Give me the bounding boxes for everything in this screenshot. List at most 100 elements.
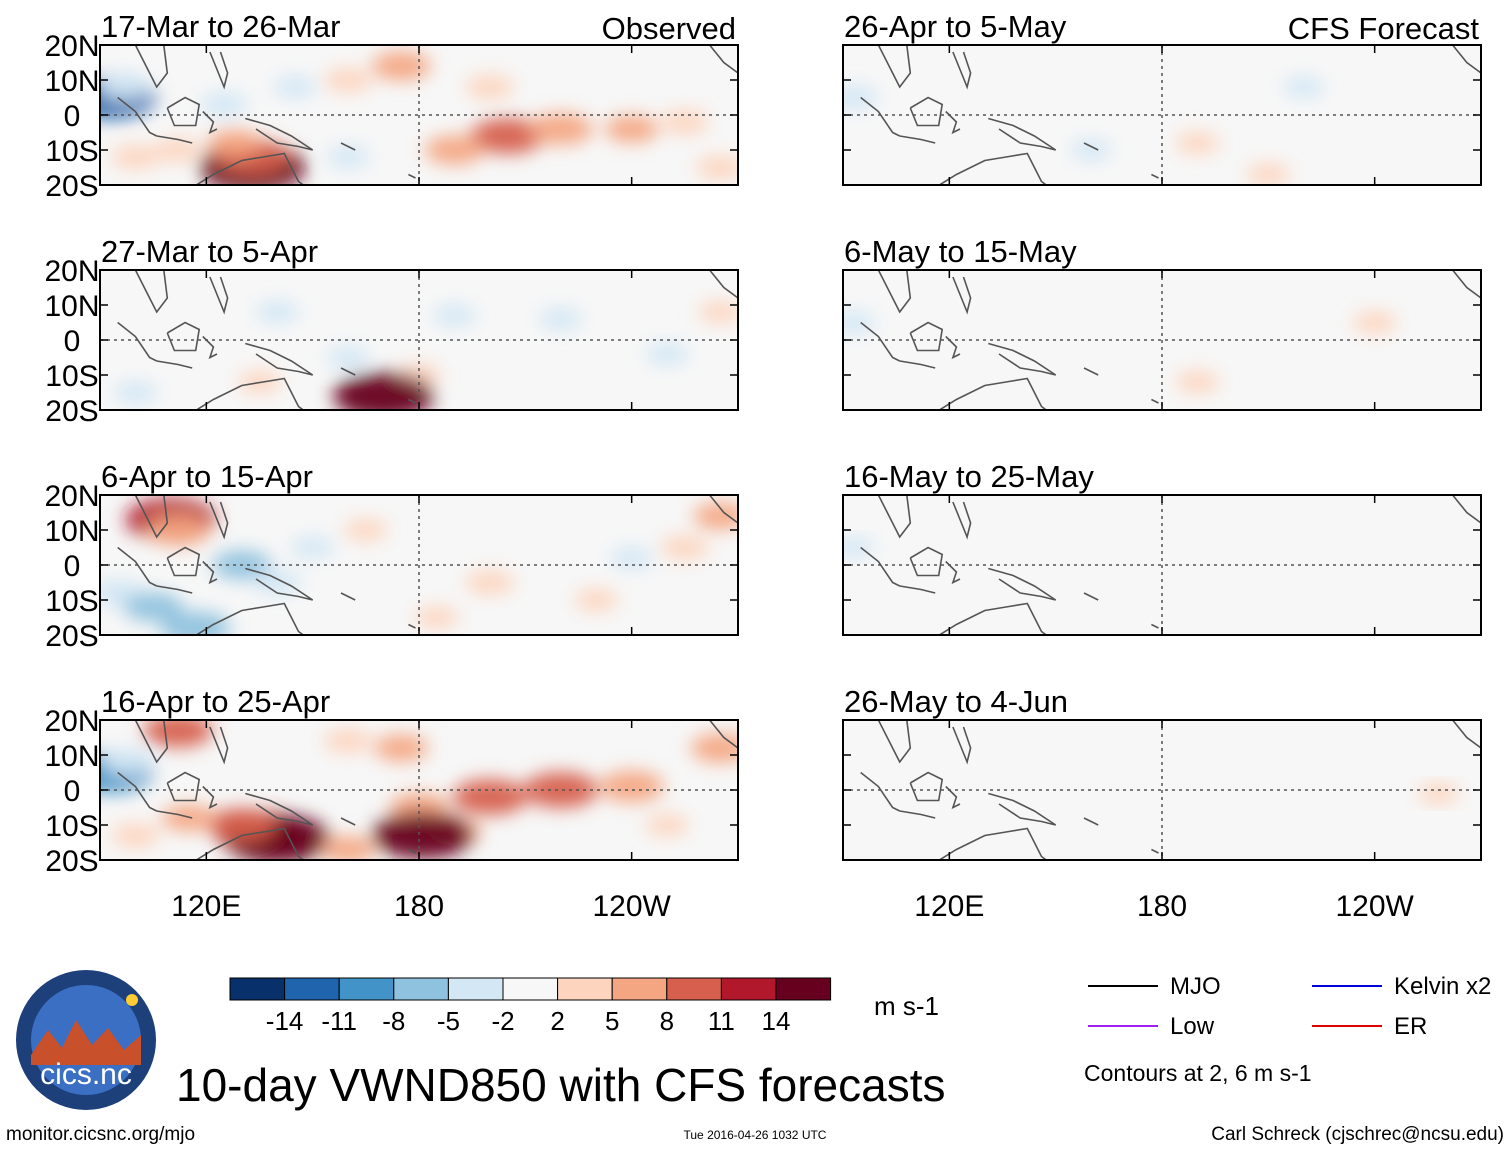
colorbar-label: -5 bbox=[437, 1006, 460, 1036]
coastline bbox=[877, 720, 912, 764]
panel-period-label: 26-May to 4-Jun bbox=[844, 684, 1068, 719]
coastline bbox=[952, 276, 972, 315]
logo-mountains bbox=[31, 1020, 141, 1065]
anomaly-blob bbox=[1175, 370, 1220, 394]
y-tick-label: 0 bbox=[64, 550, 81, 583]
coastline-outlines bbox=[117, 720, 738, 860]
coastline bbox=[134, 720, 169, 764]
coastline bbox=[340, 592, 356, 601]
y-tick-label: 10S bbox=[45, 135, 98, 168]
anomaly-blob bbox=[371, 51, 431, 81]
y-tick-label: 20S bbox=[45, 620, 98, 653]
anomaly-blob bbox=[160, 611, 231, 635]
anomaly-blob bbox=[323, 728, 373, 754]
forecast-column-label: CFS Forecast bbox=[1288, 11, 1480, 46]
coastline bbox=[156, 810, 193, 819]
timestamp: Tue 2016-04-26 1032 UTC bbox=[684, 1128, 827, 1142]
anomaly-blob bbox=[698, 300, 738, 324]
coastline bbox=[209, 51, 229, 90]
coastline-outlines bbox=[860, 720, 1481, 860]
y-tick-label: 20N bbox=[44, 255, 99, 288]
coastline bbox=[156, 360, 193, 369]
logo-sun-icon bbox=[126, 994, 138, 1006]
coastline bbox=[860, 546, 901, 587]
panel-7: 16-May to 25-May bbox=[842, 459, 1482, 636]
anomaly-blob bbox=[145, 514, 211, 546]
coastline bbox=[194, 377, 305, 410]
coastline bbox=[988, 567, 1057, 601]
y-tick-label: 10N bbox=[44, 740, 99, 773]
y-tick-label: 10S bbox=[45, 810, 98, 843]
anomaly-blob bbox=[1070, 139, 1112, 161]
anomaly-blob bbox=[111, 823, 160, 848]
anomaly-field bbox=[1417, 782, 1459, 805]
anomaly-blob bbox=[599, 770, 664, 803]
anomaly-blob bbox=[123, 592, 183, 622]
y-tick-label: 0 bbox=[64, 775, 81, 808]
y-tick-label: 20N bbox=[44, 480, 99, 513]
colorbar-label: 11 bbox=[708, 1006, 735, 1036]
panel-5: 26-Apr to 5-May CFS Forecast bbox=[842, 9, 1482, 186]
y-tick-label: 20N bbox=[44, 705, 99, 738]
coastline bbox=[937, 152, 1048, 185]
coastline bbox=[1451, 495, 1481, 524]
panel-period-label: 16-May to 25-May bbox=[844, 459, 1094, 494]
anomaly-blob bbox=[143, 720, 213, 748]
anomaly-blob bbox=[470, 118, 546, 154]
coastline bbox=[937, 827, 1048, 860]
y-tick-label: 0 bbox=[64, 325, 81, 358]
panel-period-label: 16-Apr to 25-Apr bbox=[101, 684, 330, 719]
coastline bbox=[134, 495, 169, 539]
figure-title: 10-day VWND850 with CFS forecasts bbox=[176, 1059, 946, 1111]
coastline bbox=[1451, 720, 1481, 749]
anomaly-blob bbox=[690, 733, 738, 763]
author-credit: Carl Schreck (cjschrec@ncsu.edu) bbox=[1211, 1124, 1504, 1145]
y-tick-label: 20S bbox=[45, 170, 98, 203]
coastline bbox=[708, 45, 738, 74]
coastline bbox=[1151, 173, 1159, 179]
anomaly-field bbox=[100, 498, 738, 635]
anomaly-blob bbox=[1417, 782, 1459, 805]
panel-8: 26-May to 4-Jun 120E 180 120W bbox=[842, 684, 1482, 923]
coastline bbox=[156, 585, 193, 594]
coastline bbox=[909, 546, 944, 577]
coastline-outlines bbox=[860, 270, 1481, 410]
anomaly-blob bbox=[843, 536, 875, 559]
colorbar-swatch bbox=[611, 977, 668, 1001]
coastline-outlines bbox=[860, 45, 1481, 185]
colorbar-label: 14 bbox=[762, 1006, 791, 1036]
y-tick-label: 10N bbox=[44, 290, 99, 323]
x-tick-label: 120W bbox=[592, 890, 671, 923]
panel-period-label: 6-Apr to 15-Apr bbox=[101, 459, 313, 494]
coastline bbox=[408, 848, 416, 854]
anomaly-blob bbox=[432, 304, 477, 327]
colorbar-swatch bbox=[447, 977, 504, 1001]
colorbar-swatch bbox=[393, 977, 449, 1001]
panel-period-label: 26-Apr to 5-May bbox=[844, 9, 1067, 44]
coastline bbox=[988, 342, 1057, 376]
coastline bbox=[117, 321, 158, 362]
anomaly-blob bbox=[111, 144, 160, 170]
anomaly-field bbox=[100, 51, 738, 185]
coastline bbox=[708, 495, 738, 524]
x-tick-label: 120W bbox=[1335, 890, 1414, 923]
legend-label: MJO bbox=[1170, 973, 1221, 1000]
anomaly-blob bbox=[843, 311, 876, 334]
anomaly-blob bbox=[695, 155, 738, 180]
website-link[interactable]: monitor.cicsnc.org/mjo bbox=[6, 1124, 195, 1145]
coastline bbox=[952, 726, 972, 765]
coastline bbox=[1451, 45, 1481, 74]
y-tick-label: 20S bbox=[45, 845, 98, 878]
y-tick-label: 20S bbox=[45, 395, 98, 428]
coastline bbox=[408, 623, 416, 629]
anomaly-blob bbox=[321, 836, 376, 860]
coastline bbox=[899, 135, 936, 144]
coastline bbox=[117, 546, 158, 587]
coastline bbox=[899, 360, 936, 369]
coastline bbox=[988, 117, 1057, 151]
anomaly-blob bbox=[465, 74, 515, 100]
anomaly-blob bbox=[252, 570, 302, 595]
coastline bbox=[117, 771, 158, 812]
